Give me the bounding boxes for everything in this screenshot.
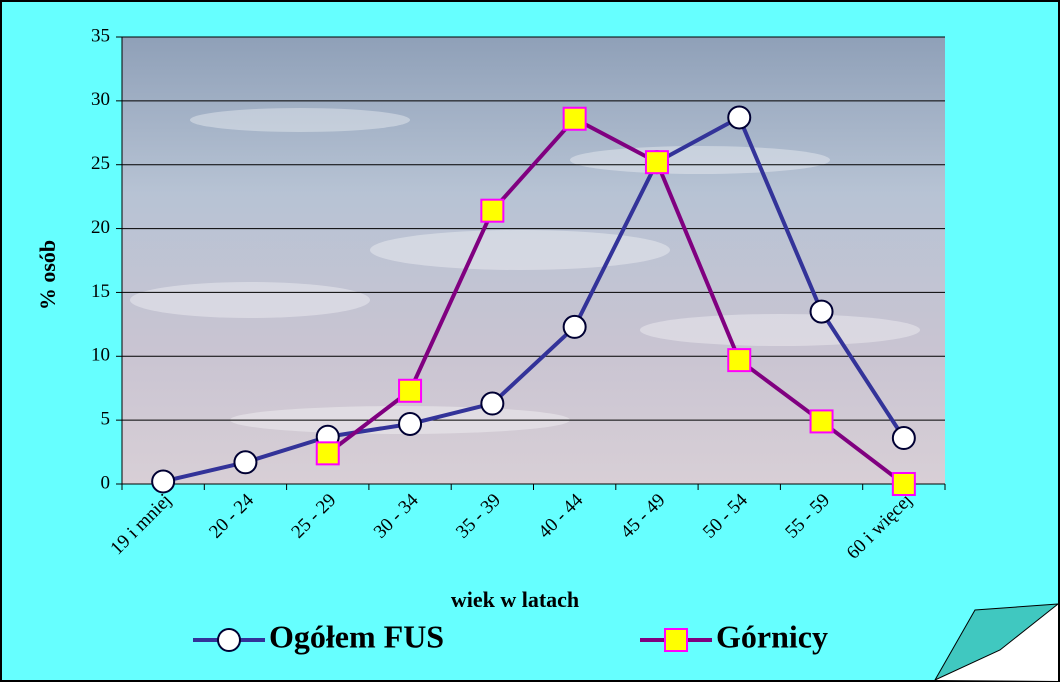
x-axis-label: wiek w latach xyxy=(451,587,579,612)
data-point xyxy=(727,105,752,130)
y-axis-label: % osób xyxy=(35,240,60,310)
data-point xyxy=(562,106,587,131)
data-point xyxy=(398,411,423,436)
data-point xyxy=(233,450,258,475)
data-point xyxy=(398,378,423,403)
legend-marker xyxy=(664,628,688,652)
series-line xyxy=(162,115,906,484)
data-point xyxy=(480,198,505,223)
data-point xyxy=(315,441,340,466)
data-point xyxy=(891,426,916,451)
legend-marker xyxy=(217,628,241,652)
data-point xyxy=(809,299,834,324)
data-point xyxy=(891,472,916,496)
y-tick-label: 30 xyxy=(91,89,110,110)
legend-label: Górnicy xyxy=(716,618,828,654)
y-tick-label: 10 xyxy=(91,345,110,366)
data-point xyxy=(480,391,505,416)
data-point xyxy=(151,469,176,494)
data-point xyxy=(562,314,587,339)
y-tick-label: 35 xyxy=(91,25,110,46)
page-curl xyxy=(933,603,1060,682)
y-tick-label: 5 xyxy=(101,409,111,430)
legend-label: Ogółem FUS xyxy=(269,618,444,654)
data-point xyxy=(644,150,669,175)
data-point xyxy=(809,409,834,434)
y-tick-label: 0 xyxy=(101,472,111,493)
y-tick-label: 25 xyxy=(91,153,110,174)
data-point xyxy=(727,348,752,373)
y-tick-label: 15 xyxy=(91,281,110,302)
y-tick-label: 20 xyxy=(91,217,110,238)
series-line xyxy=(326,116,906,486)
